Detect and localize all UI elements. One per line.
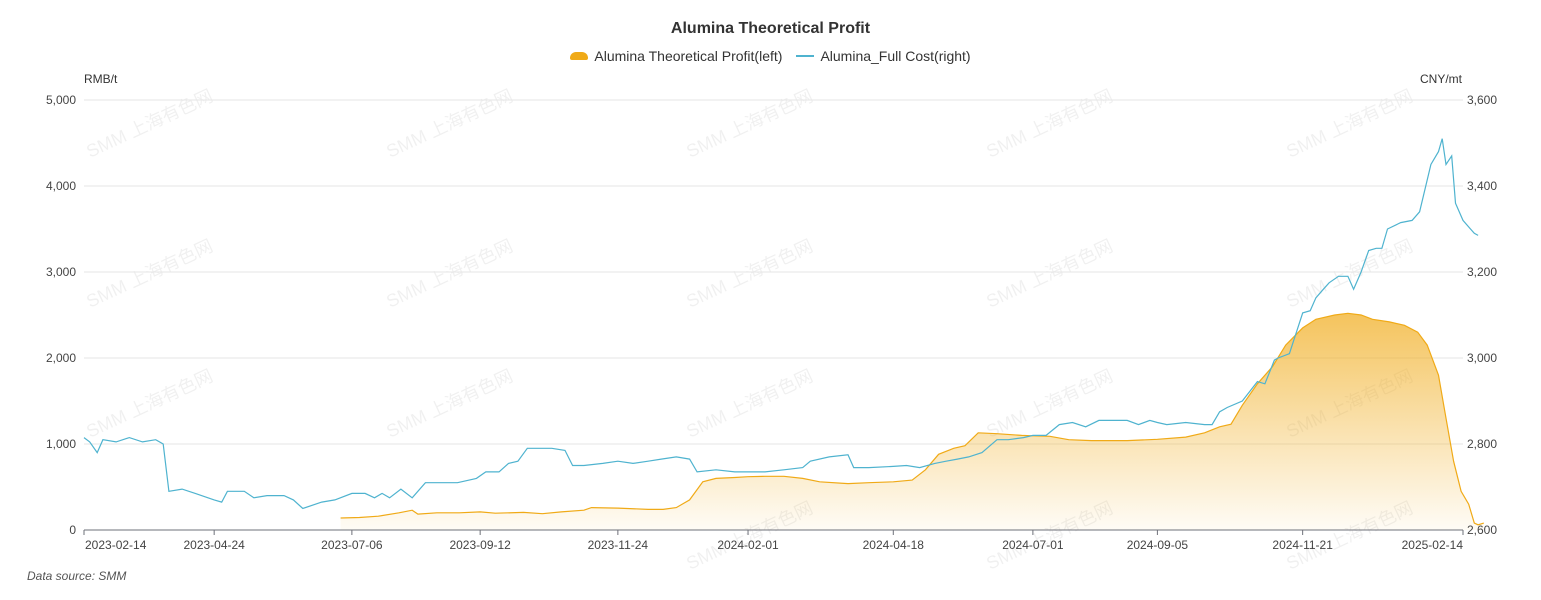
legend-label-profit: Alumina Theoretical Profit(left) <box>594 48 783 64</box>
left-tick-label: 3,000 <box>46 265 76 279</box>
watermark-text: SMM 上海有色网 <box>683 236 816 312</box>
x-tick-label: 2024-09-05 <box>1127 538 1189 552</box>
legend-label-full-cost: Alumina_Full Cost(right) <box>820 48 971 64</box>
right-tick-label: 2,800 <box>1467 437 1497 451</box>
x-tick-label: 2025-02-14 <box>1402 538 1464 552</box>
x-tick-label: 2024-04-18 <box>863 538 925 552</box>
left-tick-label: 1,000 <box>46 437 76 451</box>
watermark-text: SMM 上海有色网 <box>1283 236 1416 312</box>
x-tick-label: 2023-09-12 <box>449 538 511 552</box>
watermark-text: SMM 上海有色网 <box>683 366 816 442</box>
watermark-text: SMM 上海有色网 <box>1283 86 1416 162</box>
watermark-text: SMM 上海有色网 <box>383 86 516 162</box>
right-tick-label: 3,400 <box>1467 179 1497 193</box>
x-tick-label: 2023-11-24 <box>588 538 649 552</box>
left-tick-label: 4,000 <box>46 179 76 193</box>
data-source-note: Data source: SMM <box>27 569 127 583</box>
left-tick-label: 2,000 <box>46 351 76 365</box>
left-tick-label: 0 <box>69 523 76 537</box>
x-tick-label: 2023-02-14 <box>85 538 147 552</box>
watermark-text: SMM 上海有色网 <box>83 86 216 162</box>
profit-series-line <box>340 312 1484 526</box>
watermark-text: SMM 上海有色网 <box>983 236 1116 312</box>
watermark-text: SMM 上海有色网 <box>683 86 816 162</box>
full-cost-series-line <box>83 138 1479 510</box>
legend-item-full-cost[interactable]: Alumina_Full Cost(right) <box>796 48 971 64</box>
watermark-text: SMM 上海有色网 <box>983 86 1116 162</box>
right-tick-label: 3,600 <box>1467 93 1497 107</box>
chart-title: Alumina Theoretical Profit <box>670 20 871 37</box>
left-axis-unit: RMB/t <box>84 72 118 86</box>
x-tick-label: 2024-02-01 <box>717 538 779 552</box>
watermark-text: SMM 上海有色网 <box>383 366 516 442</box>
right-tick-label: 3,000 <box>1467 351 1497 365</box>
left-tick-label: 5,000 <box>46 93 76 107</box>
legend-swatch-line <box>796 55 815 57</box>
chart-legend: Alumina Theoretical Profit(left) Alumina… <box>0 48 1541 64</box>
watermark-text: SMM 上海有色网 <box>83 366 216 442</box>
x-tick-label: 2023-07-06 <box>321 538 383 552</box>
x-tick-label: 2023-04-24 <box>183 538 245 552</box>
right-axis-unit: CNY/mt <box>1420 72 1462 86</box>
legend-item-profit[interactable]: Alumina Theoretical Profit(left) <box>570 48 782 64</box>
x-tick-label: 2024-07-01 <box>1002 538 1064 552</box>
x-tick-label: 2024-11-21 <box>1272 538 1333 552</box>
right-tick-label: 3,200 <box>1467 265 1497 279</box>
watermark-text: SMM 上海有色网 <box>83 236 216 312</box>
right-tick-label: 2,600 <box>1467 523 1497 537</box>
watermark-text: SMM 上海有色网 <box>983 366 1116 442</box>
watermark-text: SMM 上海有色网 <box>383 236 516 312</box>
profit-area-fill <box>340 313 1484 530</box>
legend-swatch-area <box>570 52 589 60</box>
